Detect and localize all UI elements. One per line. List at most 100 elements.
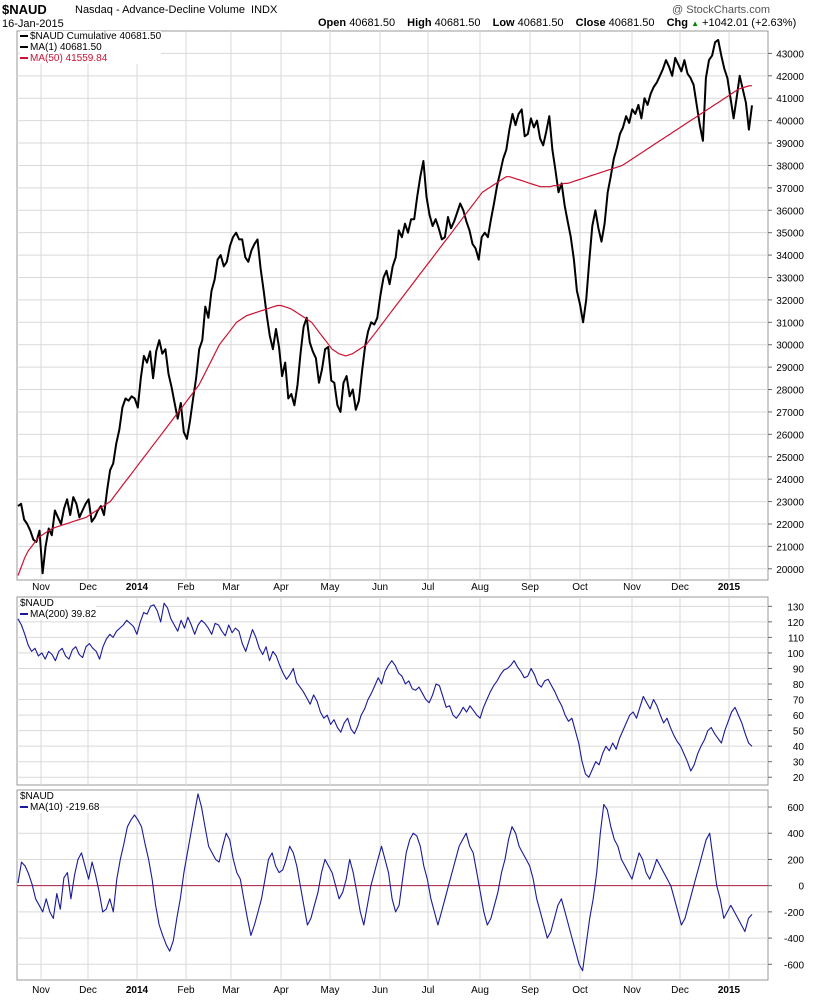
panel-1-ytick-label-5: 70	[793, 696, 805, 707]
panel-0-ytick-label-12: 32000	[776, 296, 804, 307]
panel-0-ytick-label-0: 20000	[776, 565, 804, 576]
panel-2-series-0	[17, 793, 753, 972]
chart-date: 16-Jan-2015	[2, 18, 64, 30]
x-label-row1-13: Dec	[671, 985, 689, 996]
panel-1-series-0	[17, 602, 753, 778]
legend-ma10-text: MA(10) -219.68	[30, 802, 100, 813]
panel-1-ytick-label-6: 80	[793, 680, 805, 691]
panel-0-ytick-label-23: 43000	[776, 49, 804, 60]
panel-0-series-0	[17, 39, 753, 575]
x-label-row0-8: Jul	[422, 582, 435, 593]
panel-1-ytick-label-0: 20	[793, 773, 805, 784]
x-label-row1-12: Nov	[623, 985, 641, 996]
high-label: High	[407, 17, 432, 29]
low-value: 40681.50	[517, 17, 564, 29]
x-label-row0-7: Jun	[372, 582, 388, 593]
panel-0-ytick-label-21: 41000	[776, 94, 804, 105]
x-label-row1-5: Apr	[273, 985, 289, 996]
x-label-row1-2: 2014	[126, 985, 149, 996]
x-label-row0-9: Aug	[471, 582, 489, 593]
panel-1-ytick-label-10: 120	[787, 618, 804, 629]
panel-0-ytick-label-17: 37000	[776, 184, 804, 195]
panel-0-ytick-label-18: 38000	[776, 161, 804, 172]
chg-value: +1042.01 (+2.63%)	[702, 17, 797, 29]
chart-symbol: $NAUD	[2, 2, 47, 17]
low-legend: $NAUD MA(10) -219.68	[20, 791, 100, 813]
panel-0-ytick-label-15: 35000	[776, 229, 804, 240]
chg-arrow-icon: ▲	[691, 19, 699, 28]
mid-legend: $NAUD MA(200) 39.82	[20, 598, 97, 620]
panel-0-series-1	[17, 85, 753, 576]
chart-name: Nasdaq - Advance-Decline Volume INDX	[75, 4, 277, 16]
panel-0-ytick-label-20: 40000	[776, 117, 804, 128]
ohlc-bar: Open 40681.50 High 40681.50 Low 40681.50…	[318, 17, 796, 29]
legend-cumulative-text: $NAUD Cumulative 40681.50	[30, 31, 162, 42]
close-label: Close	[575, 17, 606, 29]
panel-0-ytick-label-14: 34000	[776, 251, 804, 262]
x-label-row0-1: Dec	[79, 582, 97, 593]
x-label-row0-2: 2014	[126, 582, 149, 593]
panel-0-ytick-label-7: 27000	[776, 408, 804, 419]
panel-0-ytick-label-5: 25000	[776, 453, 804, 464]
panel-0-ytick-label-9: 29000	[776, 363, 804, 374]
x-label-row0-3: Feb	[177, 582, 195, 593]
x-label-row0-11: Oct	[572, 582, 588, 593]
panel-0-ytick-label-6: 26000	[776, 430, 804, 441]
panel-0-ytick-label-1: 21000	[776, 542, 804, 553]
x-label-row0-12: Nov	[623, 582, 641, 593]
chg-label: Chg	[666, 17, 688, 29]
legend-ma50-text: MA(50) 41559.84	[30, 53, 108, 64]
panel-1-ytick-label-11: 130	[787, 602, 804, 613]
panel-2-ytick-label-1: -400	[784, 934, 804, 945]
panel-2-ytick-label-6: 600	[787, 803, 804, 814]
legend-ma50: MA(50) 41559.84	[20, 53, 161, 64]
x-label-row1-11: Oct	[572, 985, 588, 996]
chart-name-text: Nasdaq - Advance-Decline Volume	[75, 4, 245, 16]
panel-2-ytick-label-5: 400	[787, 829, 804, 840]
x-label-row1-6: May	[321, 985, 340, 996]
x-label-row1-4: Mar	[222, 985, 240, 996]
legend-ma200-text: MA(200) 39.82	[30, 609, 97, 620]
panel-2-ytick-label-3: 0	[798, 882, 804, 893]
panel-2-ytick-label-4: 200	[787, 855, 804, 866]
legend-low-symbol: $NAUD	[20, 791, 54, 802]
x-label-row0-10: Sep	[521, 582, 539, 593]
panel-0-ytick-label-22: 42000	[776, 72, 804, 83]
x-label-row1-14: 2015	[718, 985, 741, 996]
x-label-row0-13: Dec	[671, 582, 689, 593]
panel-1-ytick-label-9: 110	[788, 633, 804, 644]
x-label-row0-0: Nov	[32, 582, 50, 593]
x-label-row1-9: Aug	[471, 985, 489, 996]
x-label-row0-4: Mar	[222, 582, 240, 593]
close-value: 40681.50	[608, 17, 655, 29]
legend-ma10: MA(10) -219.68	[20, 802, 99, 813]
legend-ma1: MA(1) 40681.50	[20, 42, 161, 53]
x-label-row1-0: Nov	[32, 985, 50, 996]
high-value: 40681.50	[434, 17, 481, 29]
legend-cumulative: $NAUD Cumulative 40681.50	[20, 31, 161, 42]
panel-0-ytick-label-16: 36000	[776, 206, 804, 217]
x-label-row0-6: May	[321, 582, 340, 593]
panel-1-ytick-label-8: 100	[787, 649, 804, 660]
panel-0-ytick-label-4: 24000	[776, 475, 804, 486]
chart-exchange: INDX	[251, 4, 278, 16]
x-label-row1-7: Jun	[372, 985, 388, 996]
x-label-row1-3: Feb	[177, 985, 195, 996]
panel-0-ytick-label-3: 23000	[776, 498, 804, 509]
panel-1-ytick-label-1: 30	[793, 758, 805, 769]
open-value: 40681.50	[349, 17, 396, 29]
panel-1-ytick-label-7: 90	[793, 664, 805, 675]
panel-0-frame	[16, 30, 769, 581]
legend-ma200: MA(200) 39.82	[20, 609, 96, 620]
open-label: Open	[318, 17, 347, 29]
panel-1-ytick-label-2: 40	[793, 742, 805, 753]
panel-0-ytick-label-10: 30000	[776, 341, 804, 352]
panel-2-frame	[16, 789, 769, 981]
panel-0-ytick-label-11: 31000	[776, 318, 804, 329]
legend-ma1-text: MA(1) 40681.50	[30, 42, 102, 53]
panel-1-frame	[16, 596, 769, 786]
x-label-row1-1: Dec	[79, 985, 97, 996]
panel-0-ytick-label-13: 33000	[776, 273, 804, 284]
x-label-row0-5: Apr	[273, 582, 289, 593]
